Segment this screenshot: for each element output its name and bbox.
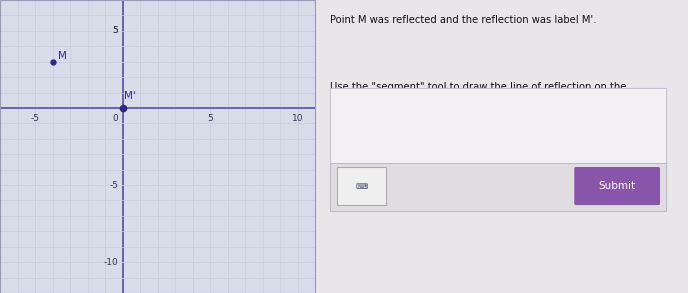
Text: 5: 5 (112, 26, 118, 35)
Text: M: M (58, 51, 67, 61)
Text: M': M' (125, 91, 136, 101)
Text: Point M was reflected and the reflection was label M'.: Point M was reflected and the reflection… (330, 15, 596, 25)
FancyBboxPatch shape (330, 88, 665, 163)
Text: -10: -10 (103, 258, 118, 267)
Text: Use the "segment" tool to draw the line of reflection on the: Use the "segment" tool to draw the line … (330, 82, 626, 92)
FancyBboxPatch shape (574, 167, 660, 205)
Text: ⌨: ⌨ (356, 182, 368, 190)
Text: 10: 10 (292, 114, 303, 123)
Text: 5: 5 (112, 26, 118, 35)
Text: -5: -5 (109, 180, 118, 190)
Text: graph and then write the equation of the line of reflection below.: graph and then write the equation of the… (330, 117, 654, 127)
FancyBboxPatch shape (338, 167, 386, 205)
Text: 0: 0 (112, 114, 118, 123)
Text: -5: -5 (30, 114, 39, 123)
Text: Submit: Submit (599, 181, 636, 191)
Text: 5: 5 (207, 114, 213, 123)
FancyBboxPatch shape (330, 88, 665, 211)
